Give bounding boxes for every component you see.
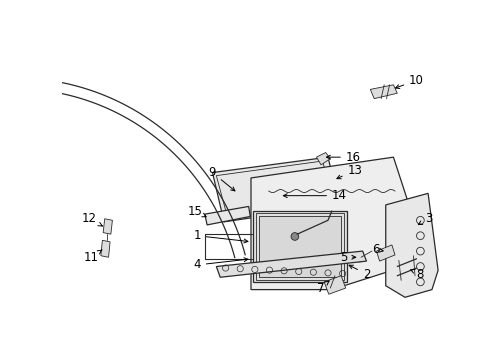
Text: 16: 16 xyxy=(326,150,360,164)
Text: 6: 6 xyxy=(371,243,383,256)
Text: 12: 12 xyxy=(81,212,102,226)
Polygon shape xyxy=(376,245,394,261)
Text: 10: 10 xyxy=(395,74,423,89)
Text: 2: 2 xyxy=(348,265,369,281)
Polygon shape xyxy=(212,157,339,222)
Text: 8: 8 xyxy=(410,268,423,281)
Text: 9: 9 xyxy=(208,166,234,191)
Text: 7: 7 xyxy=(316,281,328,294)
Text: 15: 15 xyxy=(187,204,206,217)
Text: 3: 3 xyxy=(418,212,432,225)
Polygon shape xyxy=(324,276,345,294)
Text: 14: 14 xyxy=(283,189,346,202)
Polygon shape xyxy=(101,240,110,257)
Polygon shape xyxy=(216,251,366,277)
Polygon shape xyxy=(369,85,396,99)
Text: 4: 4 xyxy=(193,258,247,271)
Polygon shape xyxy=(253,211,346,282)
Text: 5: 5 xyxy=(339,251,355,264)
Text: 11: 11 xyxy=(84,250,102,264)
Text: 1: 1 xyxy=(193,229,247,243)
Polygon shape xyxy=(250,157,416,289)
Text: 13: 13 xyxy=(336,164,362,179)
Polygon shape xyxy=(385,193,437,297)
Polygon shape xyxy=(316,153,329,165)
Polygon shape xyxy=(204,206,250,225)
Circle shape xyxy=(290,233,298,240)
Polygon shape xyxy=(259,216,341,276)
Polygon shape xyxy=(103,219,112,234)
